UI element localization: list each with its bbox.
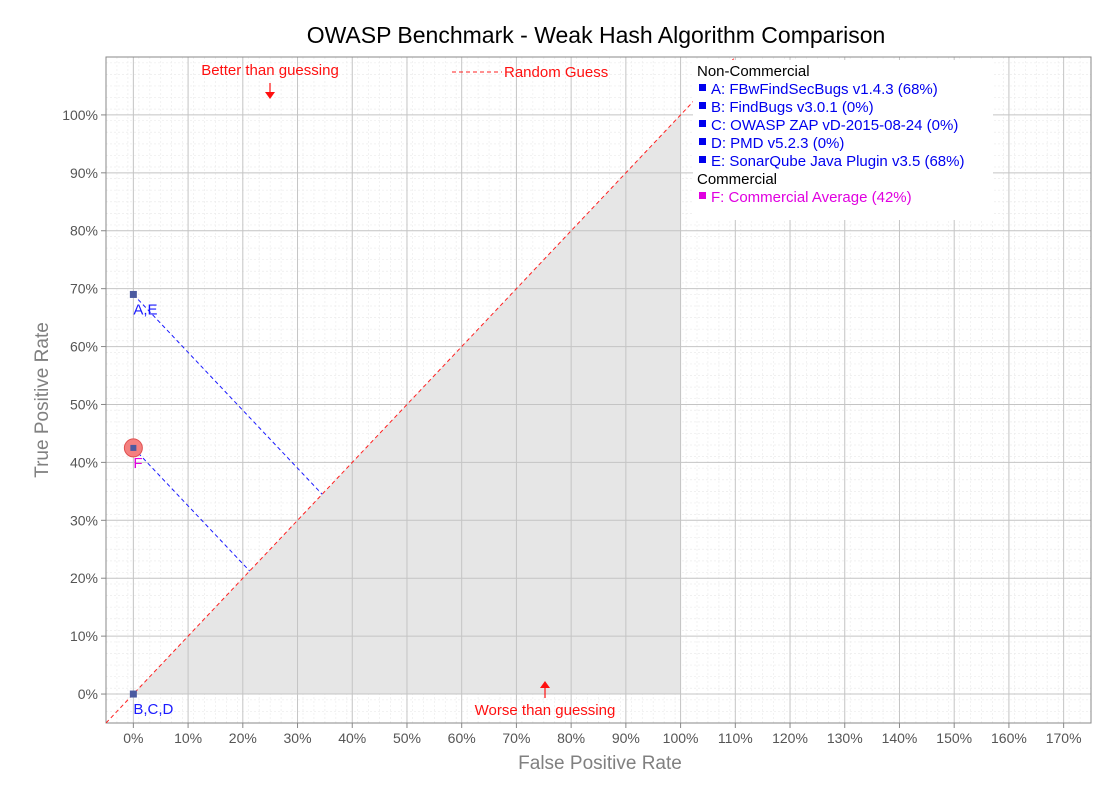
- y-tick-label: 80%: [70, 223, 98, 239]
- legend-heading: Non-Commercial: [697, 63, 810, 80]
- x-tick-label: 100%: [663, 730, 699, 746]
- y-tick-label: 90%: [70, 165, 98, 181]
- x-tick-label: 170%: [1046, 730, 1082, 746]
- worse-arrow-head: [540, 681, 550, 688]
- x-tick-label: 40%: [338, 730, 366, 746]
- plot-area: 0% 10% 20% 30% 40% 50% 60% 70% 80% 90% 100% 110% 120…: [62, 56, 1092, 746]
- legend-heading: Commercial: [697, 171, 777, 188]
- y-tick-label: 10%: [70, 628, 98, 644]
- y-tick-label: 50%: [70, 396, 98, 412]
- legend-item: B: FindBugs v3.0.1 (0%): [711, 99, 874, 116]
- x-tick-label: 70%: [502, 730, 530, 746]
- legend-item: E: SonarQube Java Plugin v3.5 (68%): [711, 153, 964, 170]
- y-axis-label: True Positive Rate: [32, 322, 53, 478]
- data-point: [129, 290, 137, 298]
- legend-item: C: OWASP ZAP vD-2015-08-24 (0%): [711, 117, 958, 134]
- data-point: [130, 444, 137, 451]
- y-ticks: 0% 10% 20% 30% 40% 50% 60% 70% 80% 90% 100%: [62, 107, 106, 702]
- x-tick-label: 50%: [393, 730, 421, 746]
- projection-line: [132, 447, 251, 572]
- legend-marker: [699, 102, 706, 109]
- legend-background: [693, 60, 993, 220]
- x-tick-label: 160%: [991, 730, 1027, 746]
- random-guess-line: [106, 57, 736, 723]
- x-tick-label: 10%: [174, 730, 202, 746]
- x-tick-label: 130%: [827, 730, 863, 746]
- y-tick-label: 40%: [70, 454, 98, 470]
- x-tick-label: 110%: [718, 730, 753, 746]
- major-grid: [106, 57, 1091, 723]
- chart-title: OWASP Benchmark - Weak Hash Algorithm Co…: [307, 22, 886, 48]
- y-tick-label: 70%: [70, 281, 98, 297]
- legend-marker: [699, 120, 706, 127]
- data-point-label: F: [133, 455, 142, 472]
- plot-frame: [105, 56, 1092, 724]
- better-arrow-head: [265, 92, 275, 99]
- x-tick-label: 80%: [557, 730, 585, 746]
- random-guess-legend-label: Random Guess: [504, 64, 608, 81]
- legend-item: D: PMD v5.2.3 (0%): [711, 135, 844, 152]
- data-point: [129, 690, 137, 698]
- x-tick-label: 90%: [612, 730, 640, 746]
- legend-marker: [699, 138, 706, 145]
- y-tick-label: 0%: [78, 686, 98, 702]
- legend-item: A: FBwFindSecBugs v1.4.3 (68%): [711, 81, 938, 98]
- worse-than-guessing-label: Worse than guessing: [475, 702, 616, 719]
- x-tick-label: 0%: [123, 730, 143, 746]
- x-tick-label: 140%: [882, 730, 918, 746]
- y-tick-label: 100%: [62, 107, 98, 123]
- legend-marker: [699, 84, 706, 91]
- clipped-layer: [106, 57, 736, 723]
- x-tick-label: 120%: [772, 730, 808, 746]
- x-axis-label: False Positive Rate: [518, 753, 682, 774]
- x-tick-label: 150%: [936, 730, 972, 746]
- data-point-label: A,E: [133, 301, 157, 318]
- y-tick-label: 60%: [70, 339, 98, 355]
- projection-line: [132, 294, 323, 495]
- legend-marker: [699, 192, 706, 199]
- better-than-guessing-label: Better than guessing: [201, 62, 339, 79]
- x-tick-label: 60%: [448, 730, 476, 746]
- x-tick-label: 20%: [229, 730, 257, 746]
- legend-item: F: Commercial Average (42%): [711, 189, 912, 206]
- y-tick-label: 30%: [70, 512, 98, 528]
- x-tick-label: 30%: [284, 730, 312, 746]
- y-tick-label: 20%: [70, 570, 98, 586]
- legend-marker: [699, 156, 706, 163]
- x-ticks: 0% 10% 20% 30% 40% 50% 60% 70% 80% 90% 100% 110% 120…: [123, 723, 1082, 746]
- data-point-label: B,C,D: [133, 701, 173, 718]
